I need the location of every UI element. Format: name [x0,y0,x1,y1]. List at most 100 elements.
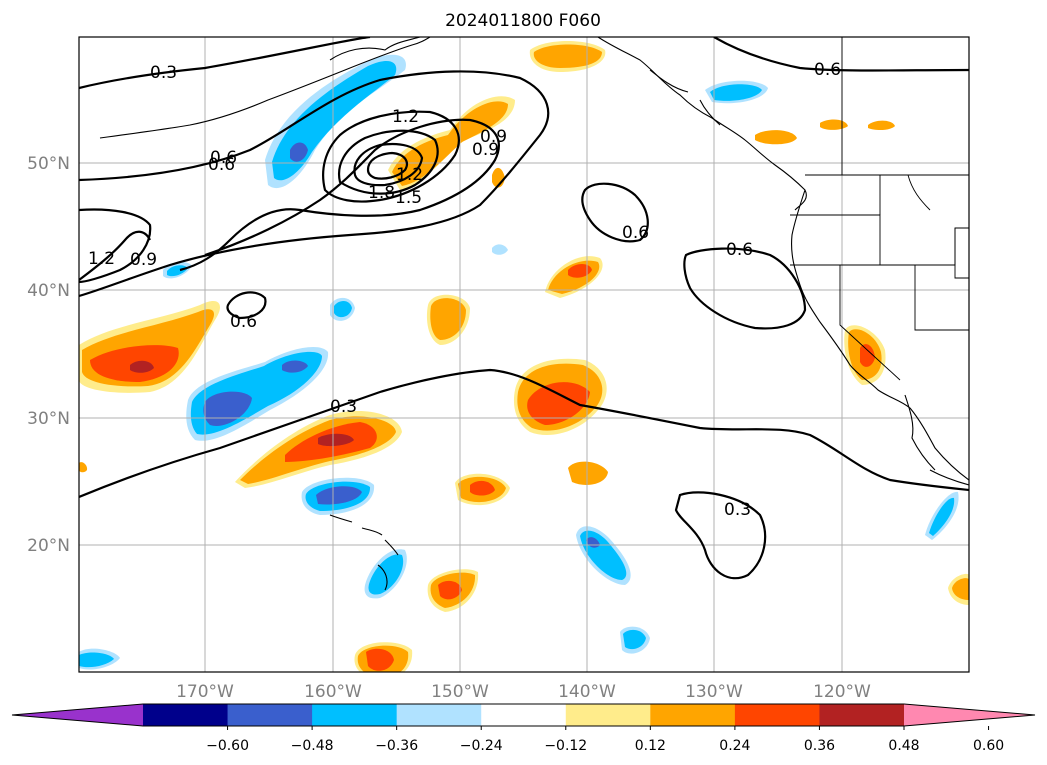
negative-anomaly-region [334,300,352,318]
negative-anomaly-region [282,360,308,373]
plot-area [79,37,969,672]
negative-anomaly-region [710,84,762,101]
colorbar-outline [11,703,1036,727]
colorbar-swatch [143,704,229,726]
contour-label: 0.9 [480,127,507,147]
positive-anomaly-region [755,130,797,145]
positive-anomaly-region [820,119,848,130]
contour-label: 0.6 [726,240,753,260]
colorbar-swatch [227,704,313,726]
contour-label: 0.6 [814,60,841,80]
colorbar-swatch [481,704,567,726]
lat-label: 30°N [27,409,70,429]
contour-0.3-southeast [674,491,767,580]
lon-label: 170°W [176,682,234,702]
contour-lines [79,37,969,580]
contour-1.5-ring [338,129,439,195]
contour-label: 0.9 [130,250,157,270]
contour-label: 1.2 [392,107,419,127]
colorbar-extend-min [12,704,143,726]
positive-anomaly-region [952,578,969,600]
contour-0.3-north [79,37,371,90]
lon-label: 130°W [685,682,743,702]
contour-label: 0.3 [150,63,177,83]
positive-anomaly-region [318,433,354,447]
negative-anomaly-region [623,629,646,650]
contour-label: 0.6 [210,148,237,168]
negative-anomaly-region [316,486,362,505]
colorbar-tick-label: −0.48 [291,738,334,754]
colorbar-swatch [734,704,820,726]
plot-frame [78,36,970,673]
negative-anomaly-region [79,652,114,668]
colorbar: −0.60 −0.48 −0.36 −0.24 −0.12 0.12 0.24 0.36 0.4… [11,703,1036,754]
lat-label: 20°N [27,536,70,556]
positive-anomaly-region [438,580,462,600]
negative-anomaly-region [492,244,508,255]
positive-anomaly-region [527,382,590,425]
contour-label: 1.5 [395,188,422,208]
latitude-labels: 50°N 40°N 30°N 20°N [27,154,70,556]
negative-anomaly-region [290,142,308,162]
positive-anomaly-region [533,44,602,68]
contour-label: 1.2 [88,249,115,269]
contour-0.9-west [79,230,151,281]
coastlines [99,37,969,591]
colorbar-swatch [650,704,736,726]
positive-anomaly-region [79,462,88,473]
contour-0.6-mid [581,182,649,243]
colorbar-tick-label: 0.36 [804,738,835,754]
colorbar-extend-max [904,704,1035,726]
positive-anomaly-region [860,344,875,367]
map-title: 2024011800 F060 [445,11,601,31]
positive-anomaly-region [130,360,154,373]
colorbar-swatch [396,704,482,726]
contour-0.6-small [226,291,267,320]
contour-labels: 0.3 0.6 1.2 0.9 0.9 1.5 1.8 1.2 0.6 0.6 … [88,60,841,520]
positive-anomaly-region [470,480,495,496]
colorbar-tick-label: −0.12 [544,738,587,754]
positive-anomaly-region [568,264,592,278]
negative-anomaly-region [167,265,188,277]
negative-anomaly-region [929,497,955,536]
colorbar-swatch [565,704,651,726]
contour-1.8-ring [353,142,424,187]
contour-label: 0.3 [330,397,357,417]
colorbar-tick-label: −0.24 [460,738,503,754]
colorbar-swatch [819,704,905,726]
positive-anomaly-region [568,461,608,485]
colorbar-tick-label: −0.36 [375,738,418,754]
contour-1.2-west [79,208,152,284]
positive-anomaly-region [366,648,394,671]
lon-label: 160°W [304,682,362,702]
lat-label: 40°N [27,281,70,301]
contour-label: 0.3 [724,500,751,520]
contour-label: 0.6 [230,312,257,332]
lon-label: 120°W [813,682,871,702]
colorbar-tick-label: 0.48 [888,738,919,754]
contour-1.2-ring [322,110,460,203]
colorbar-tick-label: 0.24 [719,738,750,754]
positive-anomaly-region [430,298,466,340]
contour-label: 1.2 [396,165,423,185]
contour-0.3-south [79,368,969,499]
contour-label: 0.6 [208,155,235,175]
contour-0.6-east [683,247,807,330]
colorbar-swatch [312,704,398,726]
positive-anomaly-region [868,120,895,131]
colorbar-tick-label: 0.12 [635,738,666,754]
contour-label: 0.6 [622,223,649,243]
contour-0.6-north-east [713,37,969,72]
lon-label: 150°W [431,682,489,702]
longitude-labels: 170°W 160°W 150°W 140°W 130°W 120°W [176,682,871,702]
lat-label: 50°N [27,154,70,174]
lon-label: 140°W [558,682,616,702]
contour-0.6-ring [79,70,550,298]
contour-label: 1.8 [368,183,395,203]
colorbar-tick-label: −0.60 [206,738,249,754]
contour-label: 0.9 [472,140,499,160]
negative-anomaly-region [203,391,252,426]
colorbar-tick-label: 0.60 [973,738,1004,754]
contour-2.1-ring [366,151,408,180]
